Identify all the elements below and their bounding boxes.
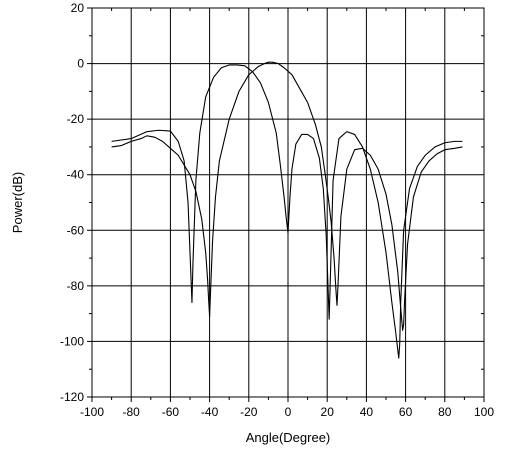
- x-tick-label: -60: [162, 405, 180, 419]
- y-tick-label: -80: [67, 279, 85, 293]
- x-tick-label: -40: [201, 405, 219, 419]
- x-tick-labels: -100 -80 -60 -40 -20 0 20 40 60 80 100: [80, 405, 494, 419]
- y-tick-label: -20: [67, 112, 85, 126]
- x-tick-label: -20: [240, 405, 258, 419]
- x-axis-label: Angle(Degree): [246, 430, 331, 445]
- x-tick-label: 100: [474, 405, 494, 419]
- y-tick-label: -100: [60, 334, 84, 348]
- y-tick-label: 0: [77, 57, 84, 71]
- x-tick-label: 80: [438, 405, 452, 419]
- grid: [91, 7, 485, 398]
- y-tick-labels: 20 0 -20 -40 -60 -80 -100 -120: [60, 1, 84, 404]
- x-tick-label: 0: [285, 405, 292, 419]
- y-tick-label: -40: [67, 168, 85, 182]
- series-line-1: [111, 64, 463, 359]
- series-group: [111, 61, 463, 359]
- y-tick-label: -120: [60, 390, 84, 404]
- x-tick-label: 40: [360, 405, 374, 419]
- x-tick-label: 20: [321, 405, 335, 419]
- y-axis-label: Power(dB): [10, 172, 25, 233]
- y-tick-label: -60: [67, 223, 85, 237]
- y-tick-label: 20: [71, 1, 85, 15]
- x-tick-label: 60: [399, 405, 413, 419]
- x-tick-label: -100: [80, 405, 104, 419]
- x-tick-label: -80: [123, 405, 141, 419]
- axis-ticks: [87, 7, 485, 402]
- series-line-2: [111, 61, 463, 331]
